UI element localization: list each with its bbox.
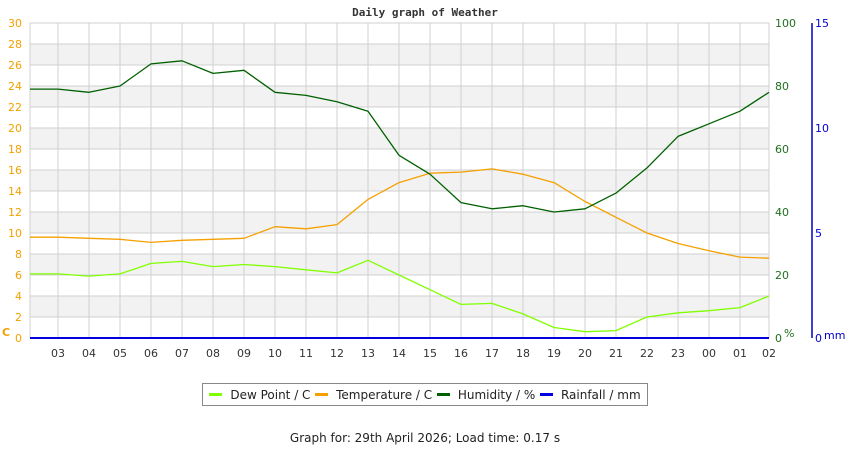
svg-text:40: 40 [775,206,789,219]
svg-text:16: 16 [454,347,468,360]
rainfall-swatch-icon [539,393,553,396]
svg-text:02: 02 [762,347,776,360]
dew-point-swatch-icon [209,393,223,396]
svg-text:2: 2 [15,311,22,324]
rainfall-axis: 0 5 10 15 mm [811,17,845,345]
legend-item-humidity: Humidity / % [436,387,536,402]
legend-item-rainfall: Rainfall / mm [539,387,641,402]
footer-status: Graph for: 29th April 2026; Load time: 0… [289,431,561,445]
svg-text:18: 18 [516,347,530,360]
svg-text:30: 30 [8,17,22,30]
svg-text:10: 10 [8,227,22,240]
humidity-axis: 0 20 40 60 80 100% [775,17,796,345]
legend-item-dew-point: Dew Point / C [209,388,310,402]
svg-text:%: % [784,327,794,340]
legend-item-temperature: Temperature / C [315,388,432,402]
legend-label: Dew Point / C [230,387,311,402]
svg-text:23: 23 [671,347,685,360]
svg-text:20: 20 [8,122,22,135]
svg-text:19: 19 [547,347,561,360]
svg-text:05: 05 [113,347,127,360]
svg-text:13: 13 [361,347,375,360]
svg-text:mm: mm [824,329,845,342]
svg-text:14: 14 [392,347,406,360]
svg-text:06: 06 [144,347,158,360]
svg-text:15: 15 [423,347,437,360]
chart-title: Daily graph of Weather [352,6,498,19]
legend-label: Humidity / % [457,387,536,402]
svg-text:28: 28 [8,38,22,51]
svg-text:6: 6 [15,269,22,282]
svg-text:14: 14 [8,185,22,198]
svg-text:12: 12 [330,347,344,360]
temperature-swatch-icon [315,393,329,396]
humidity-swatch-icon [436,393,450,396]
svg-text:01: 01 [733,347,747,360]
svg-text:24: 24 [8,80,22,93]
svg-text:60: 60 [775,143,789,156]
svg-text:26: 26 [8,59,22,72]
svg-text:11: 11 [299,347,313,360]
svg-text:10: 10 [815,122,829,135]
svg-text:C: C [2,326,10,339]
svg-text:18: 18 [8,143,22,156]
svg-text:04: 04 [82,347,96,360]
svg-text:80: 80 [775,80,789,93]
time-axis: 03 04 05 06 07 08 09 10 11 12 13 14 15 16 17 18 19 20 21 22… [51,347,776,360]
svg-text:100: 100 [775,17,796,30]
svg-text:21: 21 [609,347,623,360]
svg-text:08: 08 [206,347,220,360]
svg-text:10: 10 [268,347,282,360]
svg-text:8: 8 [15,248,22,261]
svg-text:0: 0 [15,332,22,345]
legend-label: Rainfall / mm [560,387,641,402]
svg-text:20: 20 [775,269,789,282]
svg-text:5: 5 [815,227,822,240]
svg-text:22: 22 [640,347,654,360]
legend: Dew Point / C Temperature / C Humidity /… [202,383,648,406]
svg-text:03: 03 [51,347,65,360]
svg-text:17: 17 [485,347,499,360]
svg-text:16: 16 [8,164,22,177]
svg-text:20: 20 [578,347,592,360]
svg-text:12: 12 [8,206,22,219]
svg-text:22: 22 [8,101,22,114]
svg-text:00: 00 [702,347,716,360]
svg-text:0: 0 [775,332,782,345]
svg-text:15: 15 [815,17,829,30]
svg-text:09: 09 [237,347,251,360]
svg-text:4: 4 [15,290,22,303]
svg-text:0: 0 [815,332,822,345]
legend-label: Temperature / C [336,387,433,402]
series-lines [30,60,770,339]
svg-text:07: 07 [175,347,189,360]
